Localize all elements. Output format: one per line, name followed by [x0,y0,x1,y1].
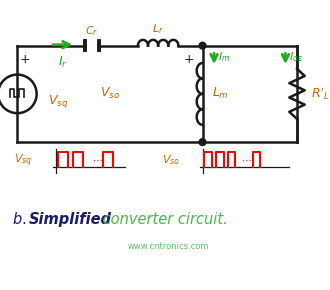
Text: $I_m$: $I_m$ [218,50,230,64]
Circle shape [199,139,206,146]
Text: $\cdots$: $\cdots$ [241,155,252,164]
Text: $V_{so}$: $V_{so}$ [100,86,120,102]
Text: $L_r$: $L_r$ [152,22,164,36]
Text: converter circuit.: converter circuit. [98,212,228,227]
Text: $V_{so}$: $V_{so}$ [162,153,180,167]
Text: $V_{sq}$: $V_{sq}$ [48,93,69,110]
Text: $C_r$: $C_r$ [85,24,98,38]
Text: +: + [20,53,30,66]
Text: $I_r$: $I_r$ [58,55,68,70]
Text: $R'_L$: $R'_L$ [311,86,329,102]
Text: +: + [184,53,194,66]
Text: $\cdots$: $\cdots$ [92,155,102,164]
Circle shape [199,42,206,49]
Text: $b.$: $b.$ [12,211,26,227]
Text: www.cntronics.com: www.cntronics.com [128,242,210,251]
Text: $V_{sq}$: $V_{sq}$ [14,152,32,168]
Text: Simplified: Simplified [29,212,112,227]
Text: $L_m$: $L_m$ [212,86,229,102]
Text: $I_{os}$: $I_{os}$ [289,50,303,64]
